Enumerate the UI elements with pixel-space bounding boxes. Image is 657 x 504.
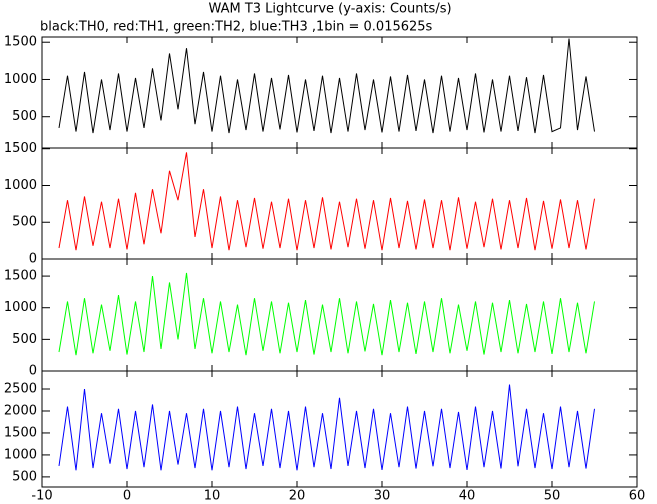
lightcurve xyxy=(58,272,595,356)
x-tick-label: -10 xyxy=(31,489,52,504)
y-tick-label: 1000 xyxy=(4,178,37,193)
y-tick-label: 500 xyxy=(12,332,37,347)
y-tick-label: 0 xyxy=(29,252,37,267)
y-tick-label: 1500 xyxy=(4,425,37,440)
y-tick-label: 1500 xyxy=(4,35,37,50)
y-tick-label: 1500 xyxy=(4,269,37,284)
x-tick-label: 20 xyxy=(289,489,306,504)
lightcurve xyxy=(58,152,595,251)
panel-frame xyxy=(41,258,638,372)
x-tick-label: 50 xyxy=(544,489,561,504)
x-tick-label: 40 xyxy=(459,489,476,504)
panel-frame xyxy=(41,370,638,488)
y-tick-label: 1500 xyxy=(4,141,37,156)
y-tick-label: 1000 xyxy=(4,447,37,462)
y-tick-label: 500 xyxy=(12,109,37,124)
chart-subtitle: black:TH0, red:TH1, green:TH2, blue:TH3 … xyxy=(40,20,433,35)
chart-title: WAM T3 Lightcurve (y-axis: Counts/s) xyxy=(208,2,451,17)
y-tick-label: 1000 xyxy=(4,72,37,87)
x-tick-label: 60 xyxy=(629,489,646,504)
x-tick-label: 10 xyxy=(204,489,221,504)
lightcurve xyxy=(58,38,595,134)
y-tick-label: 500 xyxy=(12,469,37,484)
lightcurve xyxy=(58,384,595,471)
y-tick-label: 1000 xyxy=(4,300,37,315)
y-tick-label: 0 xyxy=(29,364,37,379)
y-tick-label: 2500 xyxy=(4,382,37,397)
y-tick-label: 2000 xyxy=(4,403,37,418)
y-tick-label: 500 xyxy=(12,215,37,230)
panel-frame xyxy=(41,36,638,149)
x-tick-label: 0 xyxy=(123,489,131,504)
x-tick-label: 30 xyxy=(374,489,391,504)
